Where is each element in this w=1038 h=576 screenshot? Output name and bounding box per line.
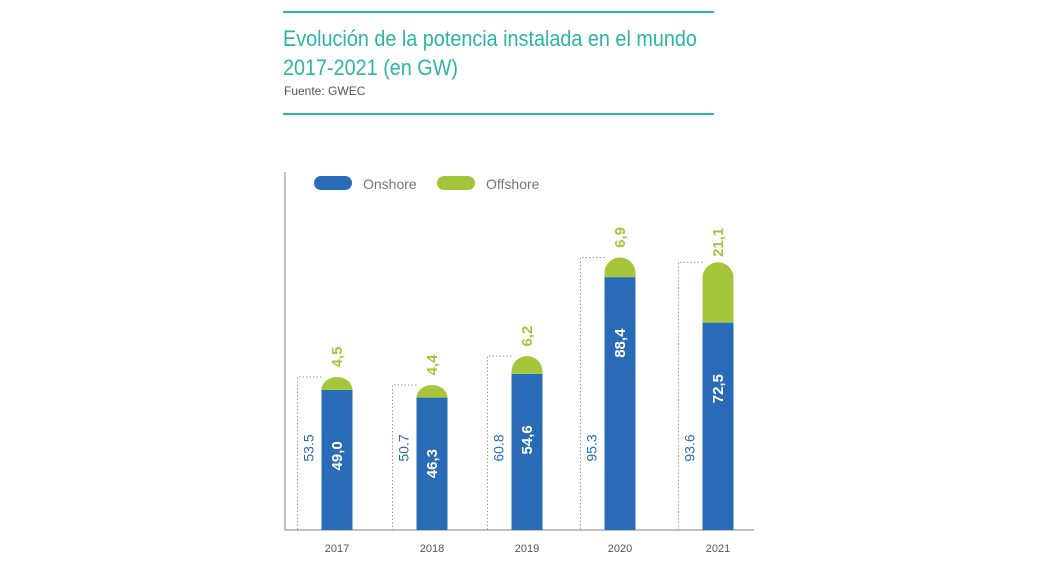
total-value-label: 60.8 (491, 434, 507, 461)
bar-offshore-2021 (702, 262, 734, 323)
chart-title: Evolución de la potencia instalada en el… (283, 24, 697, 82)
onshore-value-label: 88,4 (612, 328, 629, 358)
bottom-rule (283, 113, 714, 115)
onshore-value-label: 54,6 (519, 425, 536, 454)
legend-swatch-onshore (314, 176, 352, 190)
offshore-value-label: 21,1 (710, 228, 727, 257)
bar-offshore-2019 (511, 356, 543, 374)
bar-onshore-2021 (702, 322, 734, 530)
legend-label-onshore: Onshore (363, 176, 417, 192)
onshore-value-label: 49,0 (329, 441, 346, 470)
bar-onshore-2018 (416, 397, 448, 530)
x-tick-label: 2020 (608, 543, 632, 555)
total-bracket (487, 355, 512, 530)
offshore-value-label: 6,9 (612, 227, 629, 248)
total-bracket (580, 256, 605, 530)
legend-label-offshore: Offshore (486, 176, 540, 192)
bar-offshore-2018 (416, 385, 448, 398)
total-value-label: 50.7 (396, 434, 412, 461)
offshore-value-label: 4,5 (329, 347, 346, 368)
total-bracket (297, 376, 322, 530)
x-tick-label: 2019 (515, 543, 539, 555)
legend-swatch-offshore (437, 176, 475, 190)
total-bracket (392, 384, 417, 530)
chart-title-line2: 2017-2021 (en GW) (283, 55, 458, 80)
bar-offshore-2020 (604, 257, 636, 278)
top-rule (283, 11, 714, 13)
x-tick-label: 2017 (325, 543, 349, 555)
x-tick-label: 2018 (420, 543, 444, 555)
bar-onshore-2020 (604, 277, 636, 530)
total-value-label: 53.5 (301, 434, 317, 461)
offshore-value-label: 4,4 (424, 354, 441, 376)
source-note: Fuente: GWEC (284, 84, 366, 98)
onshore-value-label: 72,5 (710, 374, 727, 403)
bar-onshore-2019 (511, 373, 543, 530)
total-value-label: 95.3 (584, 434, 600, 461)
bar-offshore-2017 (321, 376, 353, 390)
chart-title-line1: Evolución de la potencia instalada en el… (283, 26, 697, 51)
offshore-value-label: 6,2 (519, 326, 536, 347)
onshore-value-label: 46,3 (424, 449, 441, 478)
total-value-label: 93.6 (682, 434, 698, 461)
x-tick-label: 2021 (706, 543, 730, 555)
total-bracket (678, 261, 703, 530)
bar-onshore-2017 (321, 389, 353, 530)
